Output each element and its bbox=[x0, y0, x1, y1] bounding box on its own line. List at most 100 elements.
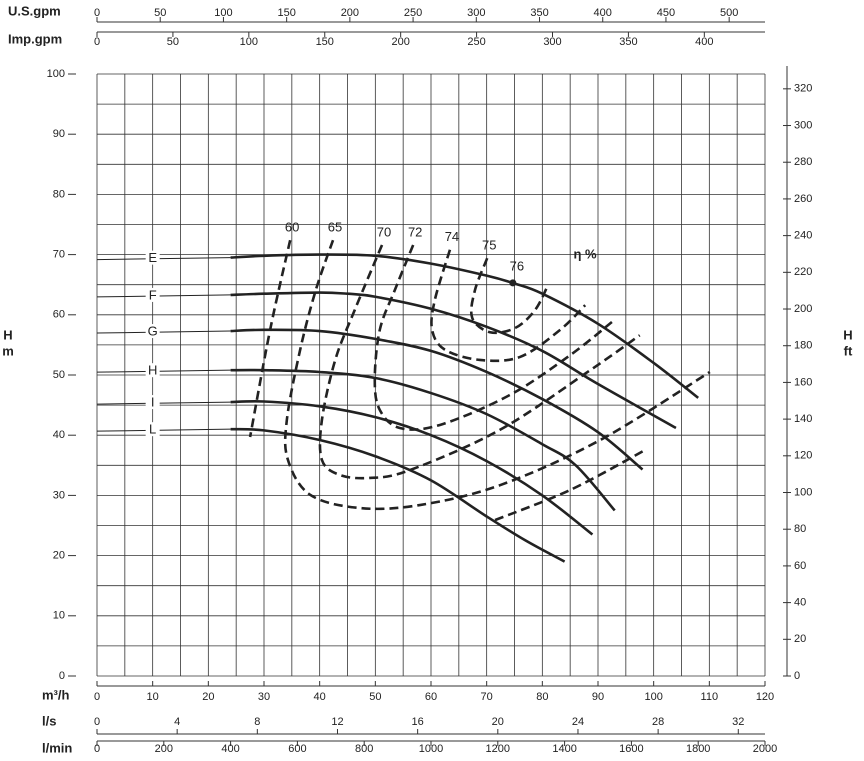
x-tick-label: 250 bbox=[467, 36, 485, 48]
x-tick-label: 40 bbox=[314, 691, 326, 703]
x-tick-label: 1600 bbox=[619, 743, 643, 755]
x-tick-label: 400 bbox=[594, 7, 612, 19]
curve-label: F bbox=[149, 287, 157, 302]
x-tick-label: 70 bbox=[481, 691, 493, 703]
x-tick-label: 12 bbox=[331, 716, 343, 728]
y2-tick-label: 280 bbox=[794, 156, 812, 168]
y2-tick-label: 180 bbox=[794, 340, 812, 352]
curve-label: E bbox=[148, 250, 157, 265]
efficiency-curve bbox=[469, 257, 550, 335]
x-tick-label: 20 bbox=[202, 691, 214, 703]
x-tick-label: 0 bbox=[94, 36, 100, 48]
x-tick-label: 28 bbox=[652, 716, 664, 728]
x-tick-label: 24 bbox=[572, 716, 584, 728]
x-tick-label: 0 bbox=[94, 691, 100, 703]
x-tick-label: 100 bbox=[644, 691, 662, 703]
y-axis-unit: m bbox=[2, 343, 14, 358]
x-tick-label: 400 bbox=[695, 36, 713, 48]
x-tick-label: 30 bbox=[258, 691, 270, 703]
x-tick-label: 1000 bbox=[419, 743, 443, 755]
annotation: η % bbox=[573, 246, 597, 261]
y-tick-label: 90 bbox=[53, 128, 65, 140]
y-tick-label: 0 bbox=[59, 670, 65, 682]
y-tick-label: 60 bbox=[53, 309, 65, 321]
curve-leader bbox=[96, 428, 231, 432]
curve-leader bbox=[96, 401, 231, 405]
y-tick-label: 30 bbox=[53, 489, 65, 501]
y-tick-label: 80 bbox=[53, 188, 65, 200]
x-tick-label: 110 bbox=[701, 691, 719, 703]
x-tick-label: 600 bbox=[288, 743, 306, 755]
x-tick-label: 2000 bbox=[753, 743, 777, 755]
x-axis-title: m³/h bbox=[42, 687, 70, 702]
efficiency-curve bbox=[283, 239, 711, 511]
efficiency-curve bbox=[318, 244, 641, 480]
y2-tick-label: 0 bbox=[794, 670, 800, 682]
y-tick-label: 100 bbox=[47, 68, 65, 80]
curve-leader bbox=[96, 257, 231, 261]
y2-tick-label: 80 bbox=[794, 523, 806, 535]
x-tick-label: 4 bbox=[174, 716, 180, 728]
x-axis-title: l/s bbox=[42, 713, 56, 728]
y-tick-label: 10 bbox=[53, 610, 65, 622]
x-tick-label: 120 bbox=[756, 691, 774, 703]
efficiency-label: 74 bbox=[445, 229, 459, 244]
y-tick-label: 40 bbox=[53, 429, 65, 441]
x-tick-label: 350 bbox=[530, 7, 548, 19]
label-bg bbox=[145, 250, 160, 265]
y2-tick-label: 240 bbox=[794, 230, 812, 242]
curve-leader bbox=[96, 330, 231, 334]
y2-tick-label: 260 bbox=[794, 193, 812, 205]
pump-curve bbox=[230, 328, 644, 471]
efficiency-label: 65 bbox=[328, 220, 342, 235]
x-tick-label: 8 bbox=[254, 716, 260, 728]
curve-label: I bbox=[151, 395, 155, 410]
x-tick-label: 400 bbox=[221, 743, 239, 755]
x-tick-label: 200 bbox=[155, 743, 173, 755]
x-tick-label: 80 bbox=[536, 691, 548, 703]
pump-curve bbox=[230, 253, 700, 399]
x-tick-label: 90 bbox=[592, 691, 604, 703]
pump-curve bbox=[230, 291, 677, 430]
point-label: 76 bbox=[510, 258, 524, 273]
curve-label: H bbox=[148, 363, 157, 378]
x-tick-label: 500 bbox=[720, 7, 738, 19]
y2-tick-label: 220 bbox=[794, 266, 812, 278]
x-tick-label: 50 bbox=[369, 691, 381, 703]
curve-label: L bbox=[149, 422, 156, 437]
x-tick-label: 16 bbox=[412, 716, 424, 728]
curve-leader bbox=[96, 369, 231, 373]
x-tick-label: 10 bbox=[147, 691, 159, 703]
y-tick-label: 20 bbox=[53, 550, 65, 562]
efficiency-label: 72 bbox=[408, 224, 422, 239]
x-tick-label: 0 bbox=[94, 716, 100, 728]
y2-tick-label: 160 bbox=[794, 376, 812, 388]
x-tick-label: 100 bbox=[240, 36, 258, 48]
efficiency-label: 70 bbox=[377, 224, 391, 239]
x-axis-title: U.S.gpm bbox=[8, 3, 61, 18]
y2-tick-label: 60 bbox=[794, 560, 806, 572]
pump-curve bbox=[230, 427, 566, 563]
efficiency-curve bbox=[248, 239, 646, 522]
y-axis-title: H bbox=[3, 327, 12, 342]
y2-tick-label: 140 bbox=[794, 413, 812, 425]
efficiency-label: 60 bbox=[285, 220, 299, 235]
x-tick-label: 300 bbox=[467, 7, 485, 19]
y2-tick-label: 100 bbox=[794, 486, 812, 498]
x-tick-label: 20 bbox=[492, 716, 504, 728]
efficiency-label: 75 bbox=[482, 238, 496, 253]
y2-tick-label: 120 bbox=[794, 450, 812, 462]
x-axis-title: l/min bbox=[42, 740, 72, 755]
y2-tick-label: 200 bbox=[794, 303, 812, 315]
label-bg bbox=[145, 395, 160, 410]
x-tick-label: 60 bbox=[425, 691, 437, 703]
x-tick-label: 100 bbox=[214, 7, 232, 19]
point bbox=[509, 279, 517, 287]
y2-axis-title: H bbox=[843, 327, 852, 342]
y2-axis-unit: ft bbox=[844, 343, 853, 358]
x-tick-label: 800 bbox=[355, 743, 373, 755]
curve-label: G bbox=[148, 323, 158, 338]
x-tick-label: 32 bbox=[732, 716, 744, 728]
y-tick-label: 70 bbox=[53, 249, 65, 261]
